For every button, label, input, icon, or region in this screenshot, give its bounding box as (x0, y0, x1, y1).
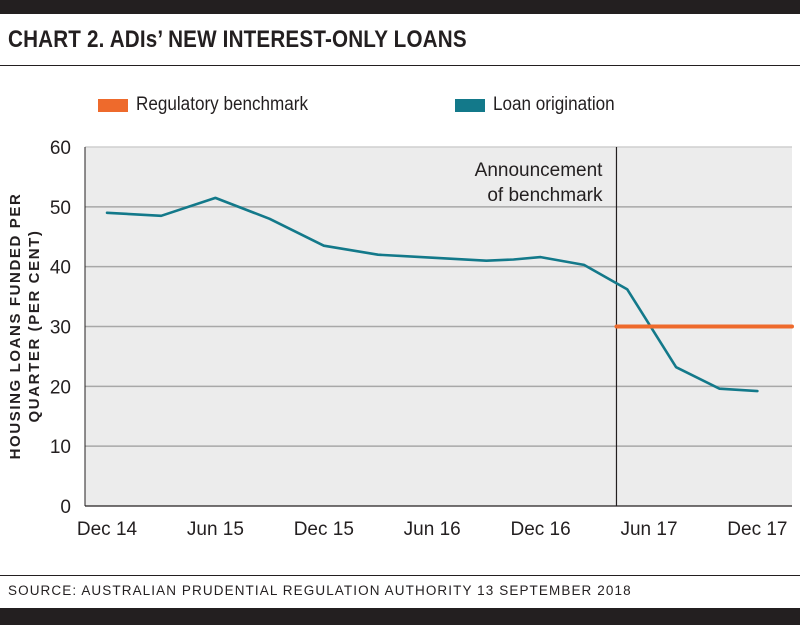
legend-swatch-benchmark (98, 98, 128, 112)
x-tick-label: Dec 14 (77, 519, 138, 540)
legend-label-origination: Loan origination (493, 94, 615, 115)
chart-title: CHART 2. ADIs’ NEW INTEREST-ONLY LOANS (8, 26, 467, 53)
x-tick-label: Jun 17 (620, 519, 677, 540)
legend-item-origination: Loan origination (455, 93, 628, 117)
legend-swatch-origination (455, 98, 485, 112)
x-tick-label: Dec 15 (294, 519, 354, 540)
x-tick-label: Dec 17 (727, 519, 787, 540)
y-tick-label-30: 30 (50, 318, 71, 339)
source-divider (0, 575, 800, 576)
y-axis-label-line-1: HOUSING LOANS FUNDED PER (7, 193, 24, 460)
y-tick-label-50: 50 (50, 198, 71, 219)
x-tick-label: Jun 15 (187, 519, 244, 540)
source-note: SOURCE: AUSTRALIAN PRUDENTIAL REGULATION… (8, 583, 632, 598)
x-tick-label: Jun 16 (404, 519, 461, 540)
y-tick-label-10: 10 (50, 437, 71, 458)
x-tick-label: Dec 16 (510, 519, 570, 540)
announcement-label-line-1: Announcement (475, 160, 604, 181)
legend-item-benchmark: Regulatory benchmark (98, 93, 327, 117)
y-tick-label-40: 40 (50, 258, 71, 279)
y-tick-label-0: 0 (60, 497, 71, 518)
bottom-bar (0, 608, 800, 625)
title-divider (0, 65, 800, 66)
y-axis-label-line-2: QUARTER (PER CENT) (26, 230, 43, 423)
top-bar (0, 0, 800, 14)
announcement-label-line-2: of benchmark (487, 185, 603, 206)
y-tick-label-20: 20 (50, 377, 71, 398)
line-chart: 0 10 20 30 40 50 60 Dec 14 Jun 15 Dec 15 Jun 16 Dec… (7, 138, 794, 540)
legend-label-benchmark: Regulatory benchmark (136, 94, 309, 115)
y-tick-label-60: 60 (50, 138, 71, 159)
